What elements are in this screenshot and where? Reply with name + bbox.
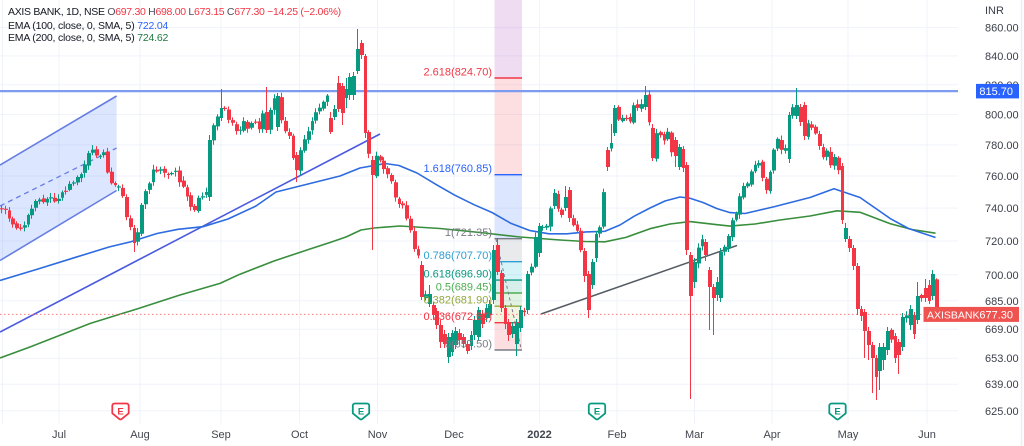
svg-text:E: E — [358, 407, 364, 418]
svg-text:Apr: Apr — [763, 429, 780, 441]
svg-text:E: E — [117, 407, 123, 418]
svg-text:815.70: 815.70 — [979, 86, 1013, 98]
svg-text:0.382(681.90): 0.382(681.90) — [424, 295, 493, 307]
svg-text:E: E — [834, 407, 840, 418]
svg-text:685.00: 685.00 — [985, 296, 1019, 308]
svg-text:Mar: Mar — [685, 429, 704, 441]
svg-text:Oct: Oct — [291, 429, 308, 441]
svg-text:0.786(707.70): 0.786(707.70) — [424, 250, 493, 262]
svg-text:AXISBANK: AXISBANK — [927, 309, 980, 321]
svg-text:AXIS BANK, 1D, NSE O697.30 H69: AXIS BANK, 1D, NSE O697.30 H698.00 L673.… — [8, 6, 341, 18]
svg-text:Feb: Feb — [608, 429, 627, 441]
svg-text:EMA (100, close, 0, SMA, 5) 72: EMA (100, close, 0, SMA, 5) 722.04 — [8, 20, 168, 32]
svg-text:2.618(824.70): 2.618(824.70) — [424, 67, 493, 79]
svg-text:653.00: 653.00 — [985, 353, 1019, 365]
svg-text:780.00: 780.00 — [985, 140, 1019, 152]
svg-text:0(657.50): 0(657.50) — [445, 339, 492, 351]
svg-text:720.00: 720.00 — [985, 236, 1019, 248]
svg-text:700.00: 700.00 — [985, 270, 1019, 282]
svg-text:0.236(672.60): 0.236(672.60) — [424, 311, 493, 323]
svg-text:EMA (200, close, 0, SMA, 5) 72: EMA (200, close, 0, SMA, 5) 724.62 — [8, 32, 168, 44]
svg-text:Jul: Jul — [52, 429, 66, 441]
svg-text:Jun: Jun — [918, 429, 936, 441]
svg-text:639.00: 639.00 — [985, 379, 1019, 391]
svg-text:800.00: 800.00 — [985, 110, 1019, 122]
svg-text:May: May — [838, 429, 859, 441]
svg-text:840.00: 840.00 — [985, 51, 1019, 63]
svg-text:E: E — [594, 407, 600, 418]
svg-text:Nov: Nov — [368, 429, 388, 441]
svg-text:0.5(689.45): 0.5(689.45) — [436, 282, 492, 294]
svg-text:0.618(696.90): 0.618(696.90) — [424, 269, 493, 281]
svg-text:Aug: Aug — [130, 429, 150, 441]
svg-text:860.00: 860.00 — [985, 23, 1019, 35]
svg-text:677.30: 677.30 — [979, 309, 1013, 321]
svg-text:740.00: 740.00 — [985, 203, 1019, 215]
svg-text:2022: 2022 — [527, 429, 551, 441]
svg-text:625.00: 625.00 — [985, 406, 1019, 418]
svg-text:Sep: Sep — [211, 429, 231, 441]
svg-text:669.00: 669.00 — [985, 324, 1019, 336]
svg-text:760.00: 760.00 — [985, 171, 1019, 183]
svg-text:Dec: Dec — [444, 429, 464, 441]
svg-text:1(721.35): 1(721.35) — [445, 227, 492, 239]
svg-text:INR: INR — [985, 5, 1004, 17]
svg-text:1.618(760.85): 1.618(760.85) — [424, 163, 493, 175]
